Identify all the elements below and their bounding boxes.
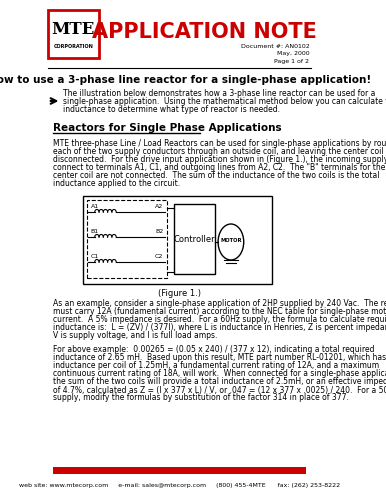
Text: inductance applied to the circuit.: inductance applied to the circuit. — [53, 178, 181, 188]
Text: inductance is:  L = (ZV) / (377I), where L is inductance in Henries, Z is percen: inductance is: L = (ZV) / (377I), where … — [53, 324, 386, 332]
Text: APPLICATION NOTE: APPLICATION NOTE — [92, 22, 317, 42]
Text: C1: C1 — [90, 254, 99, 259]
Text: As an example, consider a single-phase application of 2HP supplied by 240 Vac.  : As an example, consider a single-phase a… — [53, 300, 386, 308]
Text: the sum of the two coils will provide a total inductance of 2.5mH, or an effecti: the sum of the two coils will provide a … — [53, 378, 386, 386]
Text: B2: B2 — [155, 229, 163, 234]
Text: disconnected.  For the drive input application shown in (Figure 1.), the incomin: disconnected. For the drive input applic… — [53, 154, 386, 164]
Text: A2: A2 — [155, 204, 163, 209]
Text: continuous current rating of 18A, will work.  When connected for a single-phase : continuous current rating of 18A, will w… — [53, 370, 386, 378]
Text: (Figure 1.): (Figure 1.) — [158, 288, 201, 298]
Text: connect to terminals A1, C1, and outgoing lines from A2, C2.  The "B" terminals : connect to terminals A1, C1, and outgoin… — [53, 162, 386, 172]
Text: Controller: Controller — [174, 234, 215, 244]
Bar — [174, 204, 215, 274]
Text: Document #: AN0102: Document #: AN0102 — [240, 44, 309, 50]
Text: C2: C2 — [155, 254, 163, 259]
Text: inductance per coil of 1.25mH, a fundamental current rating of 12A, and a maximu: inductance per coil of 1.25mH, a fundame… — [53, 362, 379, 370]
Text: inductance to determine what type of reactor is needed.: inductance to determine what type of rea… — [63, 106, 280, 114]
Text: MTE: MTE — [52, 22, 95, 38]
Text: each of the two supply conductors through an outside coil, and leaving the cente: each of the two supply conductors throug… — [53, 146, 384, 156]
Text: center coil are not connected.  The sum of the inductance of the two coils is th: center coil are not connected. The sum o… — [53, 170, 380, 179]
Text: B1: B1 — [90, 229, 99, 234]
Text: For above example:  0.00265 = (0.05 x 240) / (377 x 12), indicating a total requ: For above example: 0.00265 = (0.05 x 240… — [53, 346, 375, 354]
Text: MTE three-phase Line / Load Reactors can be used for single-phase applications b: MTE three-phase Line / Load Reactors can… — [53, 138, 386, 147]
Bar — [83, 196, 272, 284]
Text: CORPORATION: CORPORATION — [54, 44, 93, 50]
Text: web site: www.mtecorp.com     e-mail: sales@mtecorp.com     (800) 455-4MTE      : web site: www.mtecorp.com e-mail: sales@… — [19, 484, 340, 488]
Circle shape — [218, 224, 244, 260]
Text: Reactors for Single Phase Applications: Reactors for Single Phase Applications — [53, 123, 282, 133]
Text: How to use a 3-phase line reactor for a single-phase application!: How to use a 3-phase line reactor for a … — [0, 75, 371, 85]
Text: The illustration below demonstrates how a 3-phase line reactor can be used for a: The illustration below demonstrates how … — [63, 90, 376, 98]
Text: MOTOR: MOTOR — [220, 238, 242, 242]
Text: current.  A 5% impedance is desired.  For a 60Hz supply, the formula to calculat: current. A 5% impedance is desired. For … — [53, 316, 386, 324]
Text: V is supply voltage, and I is full load amps.: V is supply voltage, and I is full load … — [53, 332, 218, 340]
Text: Page 1 of 2: Page 1 of 2 — [274, 58, 309, 64]
Text: A1: A1 — [90, 204, 99, 209]
Text: supply, modify the formulas by substitution of the factor 314 in place of 377.: supply, modify the formulas by substitut… — [53, 394, 349, 402]
Bar — [53, 467, 306, 474]
Text: inductance of 2.65 mH.  Based upon this result, MTE part number RL-01201, which : inductance of 2.65 mH. Based upon this r… — [53, 354, 386, 362]
Text: single-phase application.  Using the mathematical method below you can calculate: single-phase application. Using the math… — [63, 98, 386, 106]
Text: of 4.7%, calculated as Z = (I x 377 x L) / V, or .047 = (12 x 377 x .0025) / 240: of 4.7%, calculated as Z = (I x 377 x L)… — [53, 386, 386, 394]
Bar — [87, 200, 167, 278]
Text: must carry 12A (fundamental current) according to the NEC table for single-phase: must carry 12A (fundamental current) acc… — [53, 308, 386, 316]
Text: May, 2000: May, 2000 — [277, 52, 309, 57]
Bar — [48, 10, 99, 58]
